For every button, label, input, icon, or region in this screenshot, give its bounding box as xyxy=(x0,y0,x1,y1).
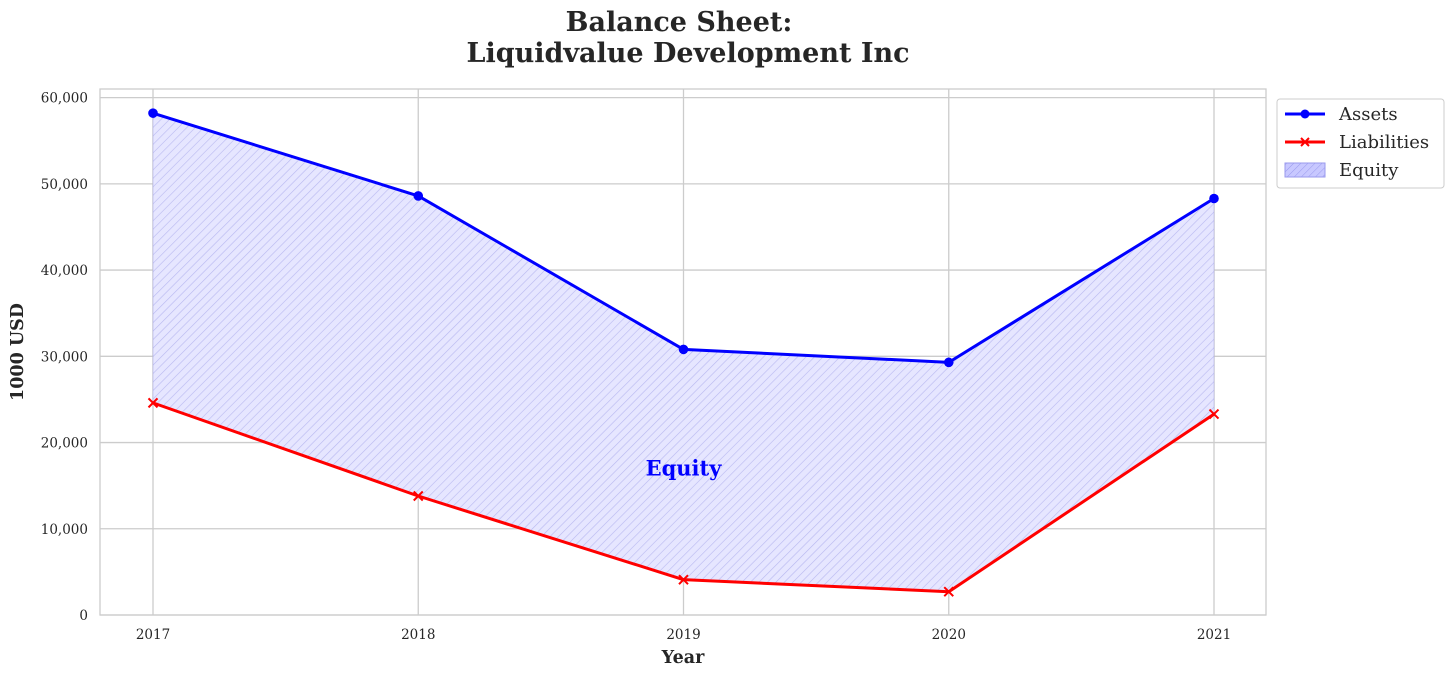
chart-title-line1: Balance Sheet: xyxy=(566,7,793,38)
chart-title-line2: Liquidvalue Development Inc xyxy=(466,38,909,69)
point-liabilities xyxy=(943,586,954,597)
x-tick-label: 2017 xyxy=(136,627,170,643)
y-tick-label: 50,000 xyxy=(41,177,88,193)
y-tick-label: 40,000 xyxy=(41,263,88,279)
legend-liabilities-label: Liabilities xyxy=(1339,132,1429,153)
x-axis-label: Year xyxy=(661,648,705,668)
y-tick-label: 10,000 xyxy=(41,522,88,538)
legend-assets-label: Assets xyxy=(1338,104,1398,125)
point-liabilities xyxy=(147,397,159,409)
y-tick-label: 20,000 xyxy=(41,436,88,452)
x-tick-label: 2018 xyxy=(401,627,435,643)
legend-equity-swatch xyxy=(1284,162,1326,178)
legend-equity-label: Equity xyxy=(1339,160,1399,181)
plot-frame xyxy=(99,88,1267,616)
equity-annotation: Equity xyxy=(646,455,723,480)
point-assets xyxy=(678,344,689,355)
series-lines xyxy=(147,108,1220,597)
point-assets xyxy=(1209,193,1219,204)
legend-assets-marker xyxy=(1300,109,1310,119)
point-assets xyxy=(413,191,424,201)
legend-liabilities-marker xyxy=(1300,137,1310,147)
point-assets xyxy=(943,357,954,368)
x-tick-label: 2020 xyxy=(932,627,966,643)
point-assets xyxy=(148,108,158,118)
y-tick-labels: 0 10,000 20,000 30,000 40,000 50,000 60,000 xyxy=(41,91,88,624)
point-liabilities xyxy=(413,490,424,502)
x-tick-label: 2019 xyxy=(666,627,700,643)
point-liabilities xyxy=(1208,408,1220,420)
x-tick-label: 2021 xyxy=(1197,627,1231,643)
y-tick-label: 60,000 xyxy=(41,91,88,107)
point-liabilities xyxy=(678,574,689,585)
y-tick-label: 0 xyxy=(79,608,88,624)
y-tick-label: 30,000 xyxy=(41,349,88,365)
legend: Assets Liabilities Equity xyxy=(1276,98,1445,189)
y-axis-label: 1000 USD xyxy=(8,303,28,401)
x-tick-labels: 2017 2018 2019 2020 2021 xyxy=(136,627,1231,643)
